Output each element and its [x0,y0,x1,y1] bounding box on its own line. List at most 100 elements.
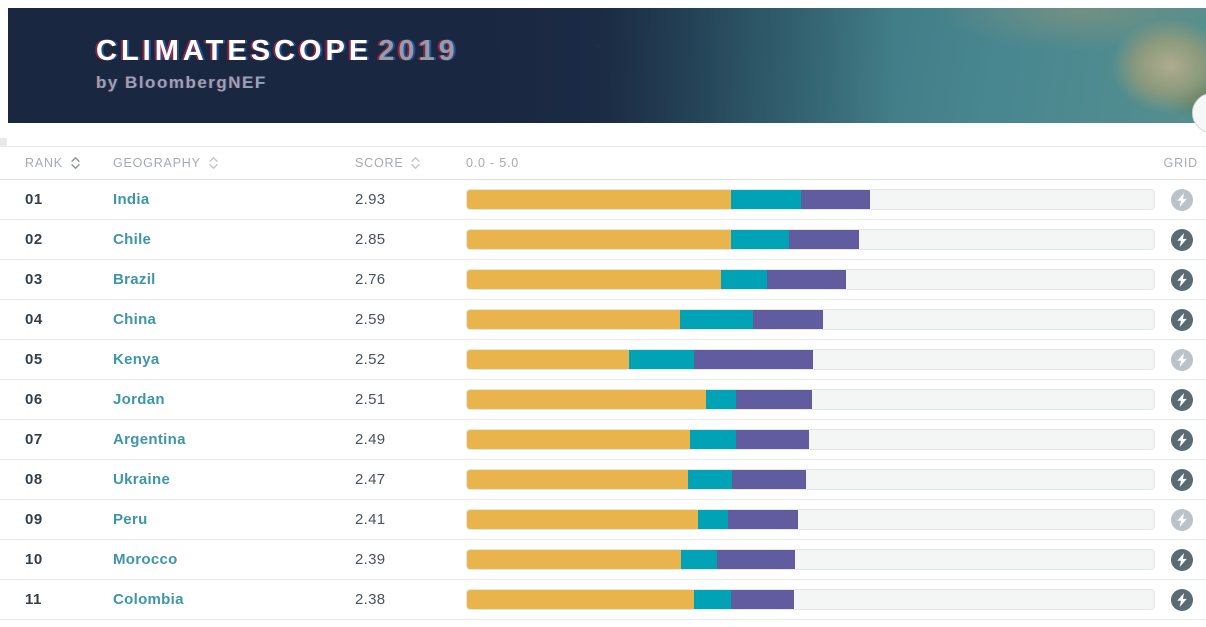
lightning-bolt-icon [1177,272,1187,287]
rank-value: 03 [25,271,43,288]
country-link[interactable]: Argentina [113,430,186,448]
country-link[interactable]: Peru [113,510,148,528]
grid-icon-button[interactable] [1171,228,1193,251]
lightning-bolt-icon [1177,312,1187,327]
rank-value: 08 [25,471,43,488]
score-bar [466,269,1155,290]
table-row[interactable]: 01 India 2.93 [0,180,1206,220]
score-value: 2.85 [355,231,386,248]
bar-segment-purple [717,550,796,569]
country-link[interactable]: Jordan [113,390,165,408]
scale-range-label: 0.0 - 5.0 [466,156,520,170]
banner: CLIMATESCOPE 2019 by BloombergNEF [8,8,1206,123]
rank-value: 07 [25,431,43,448]
grid-column-label: GRID [1163,156,1198,170]
table-row[interactable]: 08 Ukraine 2.47 [0,460,1206,500]
rank-value: 06 [25,391,43,408]
bar-segment-teal [681,550,718,569]
bar-segment-purple [752,310,823,329]
sort-header-rank[interactable]: RANK [25,156,113,170]
site-subtitle: by BloombergNEF [96,73,267,92]
grid-icon-button[interactable] [1171,308,1193,331]
bar-segment-teal [697,510,729,529]
bar-segment-teal [679,310,753,329]
bar-segment-orange [467,190,731,209]
country-link[interactable]: Colombia [113,590,184,608]
bar-segment-orange [467,230,731,249]
score-bar [466,509,1155,530]
grid-icon-button[interactable] [1171,388,1193,411]
bar-segment-orange [467,310,680,329]
sort-header-geography[interactable]: GEOGRAPHY [113,156,355,170]
bar-segment-teal [693,590,731,609]
bar-segment-purple [736,430,810,449]
score-value: 2.52 [355,351,386,368]
grid-icon-button[interactable] [1171,548,1193,571]
country-link[interactable]: Ukraine [113,470,171,488]
score-column-label: SCORE [355,156,404,170]
rank-value: 09 [25,511,43,528]
table-row[interactable]: 03 Brazil 2.76 [0,260,1206,300]
banner-text: CLIMATESCOPE 2019 by BloombergNEF [96,35,459,93]
table-row[interactable]: 05 Kenya 2.52 [0,340,1206,380]
lightning-bolt-icon [1177,512,1187,527]
rank-value: 05 [25,351,43,368]
bar-segment-purple [693,350,814,369]
score-bar [466,189,1155,210]
score-bar [466,429,1155,450]
country-link[interactable]: India [113,190,150,208]
grid-icon-button[interactable] [1171,348,1193,371]
table-row[interactable]: 10 Morocco 2.39 [0,540,1206,580]
score-value: 2.51 [355,391,386,408]
table-row[interactable]: 07 Argentina 2.49 [0,420,1206,460]
grid-icon-button[interactable] [1171,428,1193,451]
grid-icon-button[interactable] [1171,188,1193,211]
grid-icon-button[interactable] [1171,468,1193,491]
bar-segment-teal [706,390,737,409]
score-value: 2.59 [355,311,386,328]
score-value: 2.76 [355,271,386,288]
table-row[interactable]: 02 Chile 2.85 [0,220,1206,260]
table-row[interactable]: 11 Colombia 2.38 [0,580,1206,620]
bar-segment-purple [730,590,794,609]
rank-value: 10 [25,551,43,568]
score-value: 2.47 [355,471,386,488]
bar-segment-teal [721,270,767,289]
lightning-bolt-icon [1177,232,1187,247]
score-bar [466,549,1155,570]
bar-segment-purple [800,190,870,209]
country-link[interactable]: China [113,310,157,328]
country-link[interactable]: Kenya [113,350,160,368]
table-row[interactable]: 04 China 2.59 [0,300,1206,340]
lightning-bolt-icon [1177,472,1187,487]
bar-segment-orange [467,430,690,449]
sort-header-score[interactable]: SCORE [355,156,466,170]
country-link[interactable]: Chile [113,230,152,248]
bar-segment-teal [730,190,801,209]
grid-icon-button[interactable] [1171,268,1193,291]
sort-icon [411,157,421,169]
score-bar [466,229,1155,250]
score-bar [466,309,1155,330]
table-row[interactable]: 06 Jordan 2.51 [0,380,1206,420]
grid-icon-button[interactable] [1171,588,1193,611]
bar-segment-teal [730,230,789,249]
bar-segment-orange [467,390,707,409]
bar-segment-orange [467,590,694,609]
score-bar [466,389,1155,410]
table-row[interactable]: 09 Peru 2.41 [0,500,1206,540]
grid-icon-button[interactable] [1171,508,1193,531]
score-value: 2.41 [355,511,386,528]
score-bar [466,469,1155,490]
bar-segment-purple [732,470,807,489]
bar-segment-teal [688,470,733,489]
bar-segment-purple [728,510,799,529]
country-link[interactable]: Brazil [113,270,156,288]
lightning-bolt-icon [1177,192,1187,207]
lightning-bolt-icon [1177,352,1187,367]
score-value: 2.38 [355,591,386,608]
score-value: 2.49 [355,431,386,448]
site-title-main: CLIMATESCOPE [96,35,373,67]
country-link[interactable]: Morocco [113,550,178,568]
